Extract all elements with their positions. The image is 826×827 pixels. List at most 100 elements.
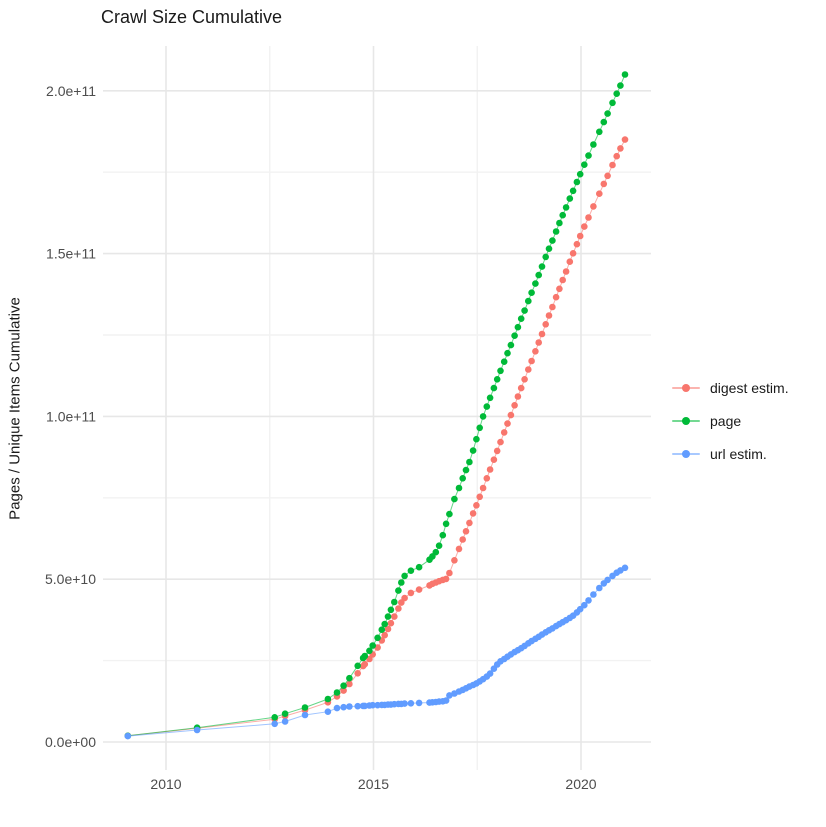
data-point xyxy=(500,429,508,436)
data-point xyxy=(613,152,620,160)
data-point xyxy=(486,670,494,677)
data-point xyxy=(124,732,132,740)
data-point xyxy=(401,572,408,580)
data-point xyxy=(459,475,467,482)
data-point xyxy=(271,714,279,721)
data-point xyxy=(590,141,597,148)
data-point xyxy=(479,413,487,420)
data-point xyxy=(451,557,458,564)
data-point xyxy=(573,178,581,186)
data-point xyxy=(432,548,440,556)
data-point xyxy=(381,620,389,628)
data-point xyxy=(407,567,415,574)
data-point xyxy=(374,634,381,642)
y-tick-label: 0.0e+00 xyxy=(45,734,96,750)
data-point xyxy=(585,214,592,221)
data-point xyxy=(346,674,353,682)
legend-key-page-icon xyxy=(672,411,700,431)
data-point xyxy=(340,682,347,689)
data-point xyxy=(511,332,518,340)
data-point xyxy=(469,447,477,454)
data-point xyxy=(581,601,588,609)
data-point xyxy=(600,118,608,126)
data-point xyxy=(504,349,511,357)
data-point xyxy=(395,605,402,612)
data-point xyxy=(340,703,347,711)
data-point xyxy=(576,605,584,613)
data-point xyxy=(455,545,463,553)
legend-key-url-estim-icon xyxy=(672,444,700,464)
data-point xyxy=(569,250,577,257)
data-point xyxy=(333,689,341,696)
data-point xyxy=(455,484,463,492)
data-point xyxy=(391,613,398,620)
data-point xyxy=(566,258,574,266)
data-point xyxy=(549,237,556,244)
data-point xyxy=(576,170,584,178)
data-point xyxy=(340,687,347,694)
data-point xyxy=(407,589,415,597)
legend-dot-icon xyxy=(682,450,690,458)
data-point xyxy=(301,704,309,711)
data-point xyxy=(493,447,501,455)
data-point xyxy=(361,660,369,668)
data-point xyxy=(483,403,491,410)
data-point xyxy=(281,718,289,725)
data-point xyxy=(391,598,398,606)
x-tick-label: 2015 xyxy=(358,776,389,792)
data-point xyxy=(378,626,386,633)
data-point xyxy=(473,502,480,509)
legend-key-digest-estim-icon xyxy=(672,378,700,398)
data-point xyxy=(517,384,525,392)
data-point xyxy=(346,703,353,710)
data-point xyxy=(398,579,405,586)
chart-title: Crawl Size Cumulative xyxy=(101,7,283,27)
data-point xyxy=(621,136,629,143)
data-point xyxy=(439,531,447,539)
data-point xyxy=(552,228,560,235)
data-point xyxy=(609,161,616,169)
data-point xyxy=(535,339,542,346)
data-point xyxy=(490,384,498,392)
data-point xyxy=(324,695,332,703)
data-point xyxy=(446,569,453,577)
data-point xyxy=(493,376,501,383)
data-point xyxy=(497,367,504,375)
data-point xyxy=(395,587,402,594)
data-point xyxy=(585,597,592,604)
data-point xyxy=(301,711,309,719)
data-point xyxy=(542,321,549,328)
data-point xyxy=(193,726,201,734)
data-point xyxy=(466,458,473,466)
data-point xyxy=(581,161,588,168)
data-point xyxy=(442,575,450,583)
data-point xyxy=(559,276,566,284)
data-point xyxy=(517,315,525,323)
data-point xyxy=(621,71,629,78)
data-point xyxy=(387,619,395,627)
data-point xyxy=(613,90,620,97)
data-point xyxy=(500,358,508,366)
data-point xyxy=(354,702,362,710)
data-point xyxy=(604,576,611,584)
x-tick-label: 2020 xyxy=(565,776,596,792)
data-point xyxy=(469,510,477,517)
data-point xyxy=(549,303,556,311)
data-point xyxy=(596,584,603,592)
legend-item-url-estim: url estim. xyxy=(672,444,789,464)
data-point xyxy=(581,223,588,230)
data-point xyxy=(514,323,522,331)
data-point xyxy=(361,652,369,660)
data-point xyxy=(476,493,484,501)
data-point xyxy=(569,187,577,195)
data-point xyxy=(545,312,553,319)
data-point xyxy=(442,520,450,528)
data-point xyxy=(562,204,570,211)
data-point xyxy=(573,240,581,248)
data-point xyxy=(387,606,395,614)
data-point xyxy=(521,376,528,383)
data-point xyxy=(451,495,458,503)
data-point xyxy=(559,211,566,219)
data-point xyxy=(596,190,603,197)
